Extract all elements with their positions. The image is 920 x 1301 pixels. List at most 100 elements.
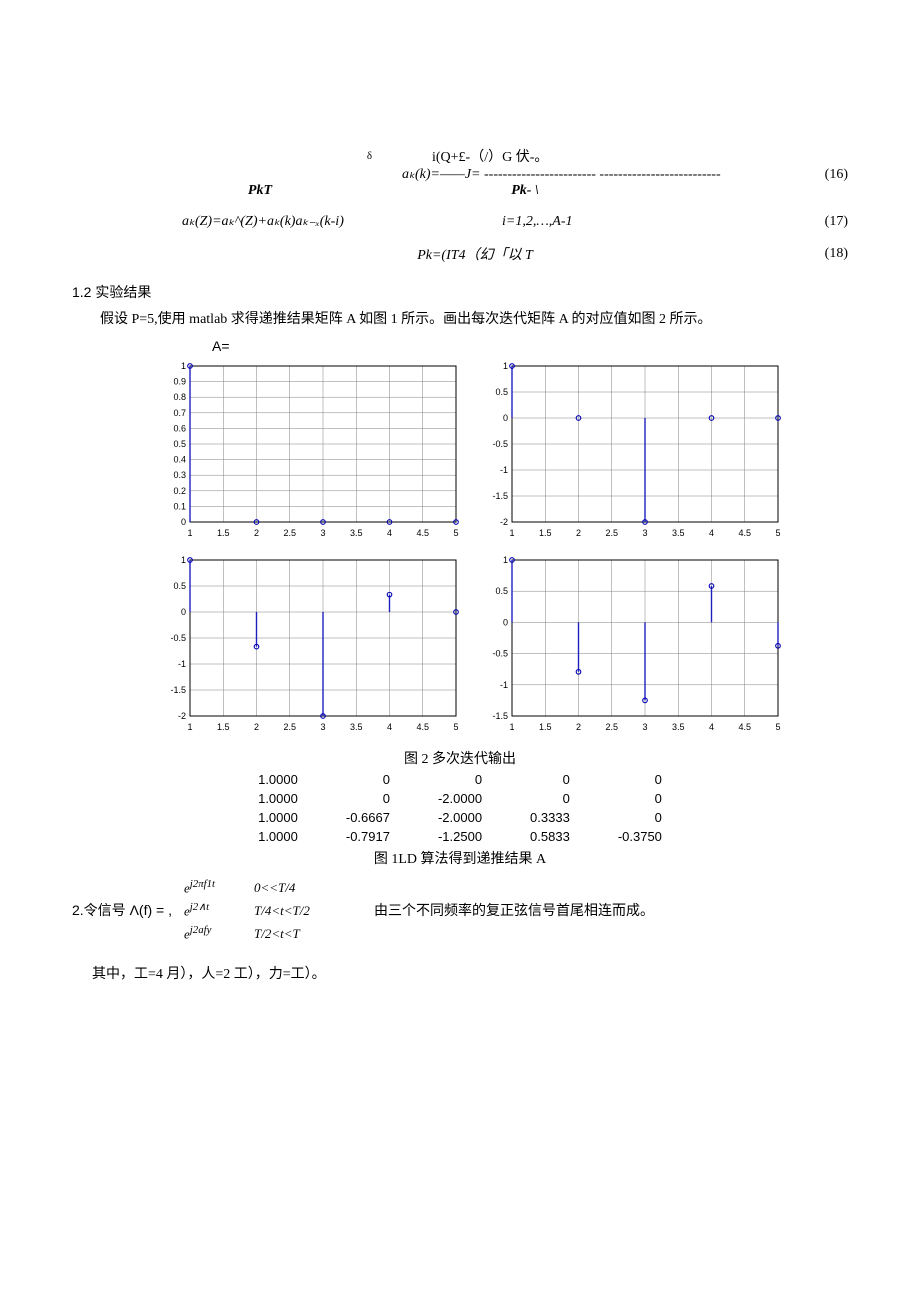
chart-2: 11.522.533.544.55-2-1.5-1-0.500.51 (484, 360, 784, 540)
svg-text:2: 2 (254, 528, 259, 538)
svg-text:1: 1 (509, 528, 514, 538)
signal-case-expr: ej2afy (184, 922, 254, 945)
svg-text:2.5: 2.5 (605, 722, 618, 732)
table-cell: -2.0000 (414, 808, 506, 827)
svg-text:0: 0 (503, 413, 508, 423)
eq17-lhs: aₖ(Z)=aₖ^(Z)+aₖ(k)aₖ₋ₓ(k-i) (182, 213, 442, 230)
svg-text:1: 1 (503, 361, 508, 371)
eq16-bl: PkT (72, 183, 272, 199)
signal-case-range: 0<<T/4 (254, 878, 374, 899)
signal-case-range: T/2<t<T (254, 924, 374, 945)
svg-text:1: 1 (187, 528, 192, 538)
para-assumption: 假设 P=5,使用 matlab 求得递推结果矩阵 A 如图 1 所示。画出每次… (72, 308, 848, 332)
eq16-top: i(Q+£-（/）G 伏-。 (372, 146, 778, 166)
equation-18: Pk=(IT4（幻「以 T (18) (72, 244, 848, 264)
signal-case-expr: ej2∧t (184, 899, 254, 922)
table-cell: -0.3750 (594, 827, 686, 846)
svg-text:3.5: 3.5 (672, 722, 685, 732)
svg-text:0.4: 0.4 (173, 454, 186, 464)
chart-4: 11.522.533.544.55-1.5-1-0.500.51 (484, 554, 784, 734)
svg-text:4.5: 4.5 (738, 528, 751, 538)
svg-text:1.5: 1.5 (217, 528, 230, 538)
eq16-number: (16) (778, 167, 848, 183)
signal-case: ej2∧tT/4<t<T/2 (184, 899, 374, 922)
svg-text:5: 5 (775, 528, 780, 538)
svg-text:-0.5: -0.5 (492, 648, 508, 658)
eq18-number: (18) (778, 246, 848, 262)
table-cell: 0 (506, 789, 594, 808)
svg-text:3.5: 3.5 (672, 528, 685, 538)
svg-text:0: 0 (181, 607, 186, 617)
signal-definition: 2.令信号 Λ(f) = , ej2πf1t0<<T/4ej2∧tT/4<t<T… (72, 876, 848, 945)
equation-16: δ i(Q+£-（/）G 伏-。 aₖ(k)=——J= ------------… (72, 146, 848, 199)
svg-text:4.5: 4.5 (738, 722, 751, 732)
svg-text:1: 1 (181, 361, 186, 371)
svg-text:-2: -2 (500, 517, 508, 527)
table-cell: 0 (414, 770, 506, 789)
eq16-br: Pk- \ (272, 183, 778, 199)
svg-text:3: 3 (320, 722, 325, 732)
svg-text:2.5: 2.5 (605, 528, 618, 538)
signal-case: ej2πf1t0<<T/4 (184, 876, 374, 899)
table-cell: -0.6667 (322, 808, 414, 827)
svg-text:1.5: 1.5 (217, 722, 230, 732)
svg-text:-0.5: -0.5 (492, 439, 508, 449)
svg-text:0.3: 0.3 (173, 470, 186, 480)
figure-1-caption: 图 1LD 算法得到递推结果 A (72, 848, 848, 868)
svg-text:0.9: 0.9 (173, 376, 186, 386)
table-cell: 0 (322, 770, 414, 789)
svg-text:0.5: 0.5 (173, 581, 186, 591)
eq16-dashes: ------------------------ ---------------… (484, 167, 721, 182)
svg-text:0: 0 (181, 517, 186, 527)
svg-text:-1.5: -1.5 (492, 711, 508, 721)
table-cell: 1.0000 (234, 789, 322, 808)
signal-case-expr: ej2πf1t (184, 876, 254, 899)
svg-text:1: 1 (503, 555, 508, 565)
svg-text:0.6: 0.6 (173, 423, 186, 433)
svg-text:-1.5: -1.5 (170, 685, 186, 695)
svg-text:-1: -1 (500, 680, 508, 690)
svg-text:5: 5 (453, 528, 458, 538)
svg-text:2: 2 (576, 722, 581, 732)
svg-text:1.5: 1.5 (539, 722, 552, 732)
svg-text:5: 5 (775, 722, 780, 732)
signal-prefix: 2.令信号 Λ(f) = , (72, 900, 172, 920)
signal-case: ej2afyT/2<t<T (184, 922, 374, 945)
table-cell: 1.0000 (234, 770, 322, 789)
svg-text:-1: -1 (178, 659, 186, 669)
svg-text:0.5: 0.5 (173, 439, 186, 449)
eq16-mid: aₖ(k)=——J= (402, 167, 481, 182)
svg-text:1: 1 (509, 722, 514, 732)
svg-text:3.5: 3.5 (350, 528, 363, 538)
charts-grid: 11.522.533.544.5500.10.20.30.40.50.60.70… (162, 360, 828, 734)
svg-text:5: 5 (453, 722, 458, 732)
final-line: 其中，工=4 月），人=2 工），力=工）。 (92, 963, 848, 983)
svg-text:-2: -2 (178, 711, 186, 721)
svg-text:0.1: 0.1 (173, 501, 186, 511)
table-cell: 0 (594, 770, 686, 789)
equation-17: aₖ(Z)=aₖ^(Z)+aₖ(k)aₖ₋ₓ(k-i) i=1,2,…,A-1 … (72, 213, 848, 230)
svg-text:0: 0 (503, 617, 508, 627)
matrix-a-label: A= (212, 338, 848, 354)
signal-tail: 由三个不同频率的复正弦信号首尾相连而成。 (374, 900, 654, 920)
svg-text:4: 4 (709, 722, 714, 732)
table-row: 1.00000000 (234, 770, 686, 789)
table-cell: 0 (594, 789, 686, 808)
table-cell: 0 (594, 808, 686, 827)
section-1-2-heading: 1.2 实验结果 (72, 282, 848, 302)
svg-text:1: 1 (181, 555, 186, 565)
table-cell: -2.0000 (414, 789, 506, 808)
table-cell: 0.5833 (506, 827, 594, 846)
eq18-body: Pk=(IT4（幻「以 T (172, 244, 778, 264)
svg-text:3: 3 (642, 722, 647, 732)
chart-3: 11.522.533.544.55-2-1.5-1-0.500.51 (162, 554, 462, 734)
svg-text:4: 4 (387, 528, 392, 538)
svg-text:1: 1 (187, 722, 192, 732)
svg-text:-1: -1 (500, 465, 508, 475)
table-cell: 0 (506, 770, 594, 789)
svg-text:0.7: 0.7 (173, 408, 186, 418)
table-row: 1.0000-0.7917-1.25000.5833-0.3750 (234, 827, 686, 846)
table-row: 1.00000-2.000000 (234, 789, 686, 808)
table-row: 1.0000-0.6667-2.00000.33330 (234, 808, 686, 827)
svg-text:4.5: 4.5 (416, 722, 429, 732)
